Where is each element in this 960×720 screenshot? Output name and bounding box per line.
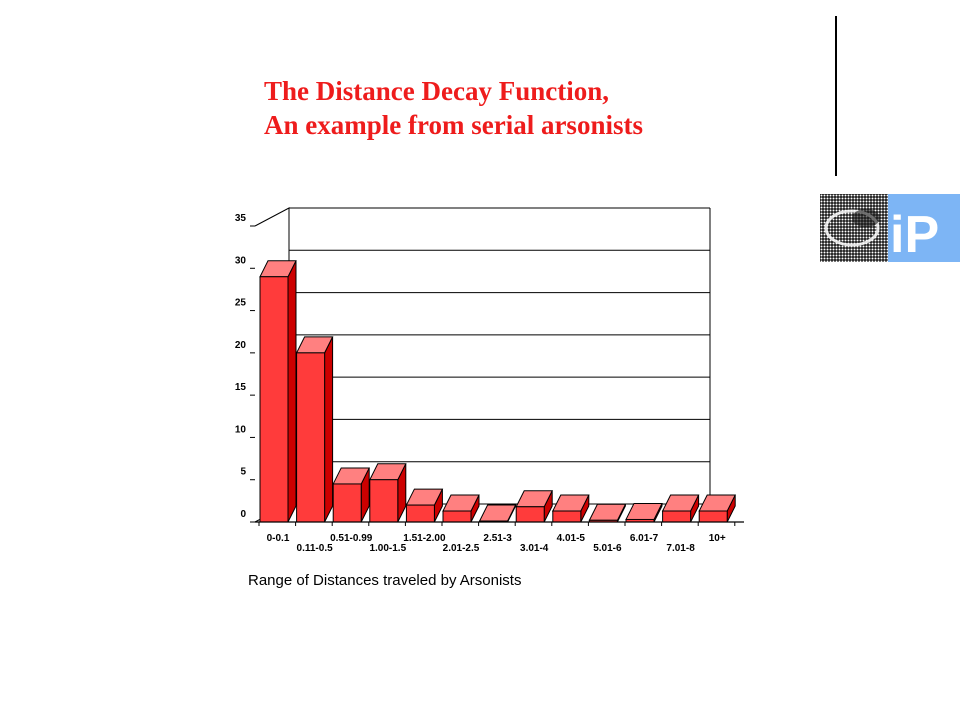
x-tick-label: 3.01-4 xyxy=(520,543,549,554)
bar xyxy=(296,352,326,523)
y-tick-label: 0 xyxy=(240,509,246,520)
bar xyxy=(259,276,289,523)
bar xyxy=(369,479,399,523)
x-tick-label: 1.51-2.00 xyxy=(403,533,446,544)
y-tick-label: 25 xyxy=(235,298,247,309)
bar xyxy=(405,504,435,523)
logo-blue-panel xyxy=(888,194,960,262)
x-tick-label: 2.51-3 xyxy=(483,533,512,544)
bar xyxy=(552,510,582,523)
bar-side xyxy=(324,336,334,523)
bar xyxy=(332,483,362,523)
x-tick-label: 7.01-8 xyxy=(666,543,695,554)
logo-text: iP xyxy=(890,206,939,262)
bar-top xyxy=(478,504,517,522)
y-tick-label: 5 xyxy=(240,467,246,478)
y-tick-label: 15 xyxy=(235,382,247,393)
y-tick-label: 35 xyxy=(235,213,247,224)
y-tick-label: 30 xyxy=(235,255,247,266)
x-tick-label: 1.00-1.5 xyxy=(369,543,406,554)
slide-title: The Distance Decay Function, An example … xyxy=(264,74,643,142)
x-tick-label: 0.11-0.5 xyxy=(297,543,334,554)
bar xyxy=(662,510,692,523)
title-line-2: An example from serial arsonists xyxy=(264,110,643,140)
x-tick-label: 2.01-2.5 xyxy=(443,543,480,554)
x-tick-label: 10+ xyxy=(709,533,726,544)
x-tick-label: 0.51-0.99 xyxy=(330,533,373,544)
title-line-1: The Distance Decay Function, xyxy=(264,76,609,106)
x-tick-label: 5.01-6 xyxy=(593,543,622,554)
bar xyxy=(442,510,472,523)
x-tick-label: 4.01-5 xyxy=(557,533,586,544)
bar xyxy=(515,506,545,523)
bar xyxy=(698,510,728,523)
x-tick-label: 6.01-7 xyxy=(630,533,659,544)
x-axis-title: Range of Distances traveled by Arsonists xyxy=(248,572,522,589)
bar-side xyxy=(287,260,297,523)
vertical-divider xyxy=(835,16,837,176)
logo: iP xyxy=(820,194,960,262)
x-tick-label: 0-0.1 xyxy=(267,533,290,544)
y-tick-label: 20 xyxy=(235,340,247,351)
y-tick-label: 10 xyxy=(235,424,247,435)
